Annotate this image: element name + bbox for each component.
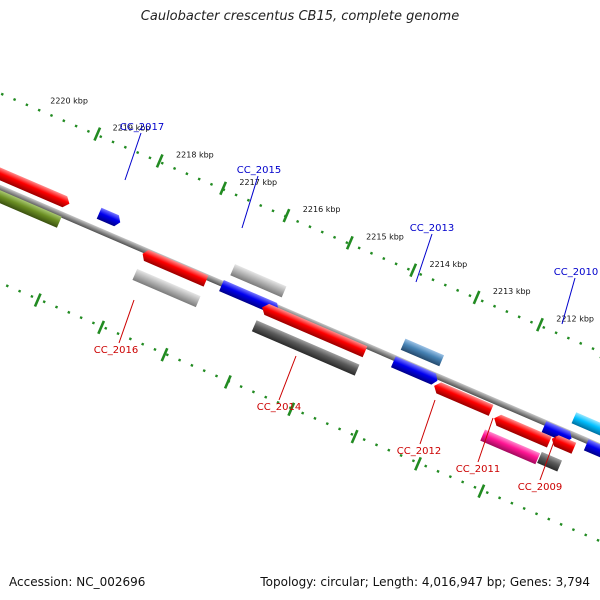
scale-label-2218: 2218 kbp xyxy=(176,151,214,160)
scale-label-2214: 2214 kbp xyxy=(430,260,468,269)
scale-dots-outer xyxy=(0,55,600,383)
gene-arrow-blue-5 xyxy=(583,439,600,460)
scale-dots-inner xyxy=(0,215,600,542)
scale-label-2212: 2212 kbp xyxy=(556,314,594,323)
gene-arrow-cc-2009 xyxy=(537,451,563,472)
scale-label-2213: 2213 kbp xyxy=(493,287,531,296)
accession-text: Accession: NC_002696 xyxy=(9,575,146,589)
gene-arrow-cc-2011 xyxy=(480,429,541,465)
gene-label-cc-2017: CC_2017 xyxy=(120,122,164,133)
gene-arrow-cc-2014 xyxy=(251,320,360,376)
gene-label-cc-2010: CC_2010 xyxy=(554,267,598,278)
gene-arrow-cc-2009-top xyxy=(551,435,577,454)
gene-arrow-cc-2013 xyxy=(400,338,445,367)
scale-label-2217: 2217 kbp xyxy=(239,178,277,187)
scale-ticks-inner xyxy=(33,293,486,499)
gene-label-cc-2012: CC_2012 xyxy=(397,446,441,457)
gene-arrow-blue-2 xyxy=(219,280,279,315)
gene-arrow-cc-2010 xyxy=(571,412,600,436)
gene-arrow-cc-2016 xyxy=(132,268,201,308)
scale-label-2220: 2220 kbp xyxy=(50,96,88,105)
gene-arrow-cc-2011-top xyxy=(494,414,552,448)
gene-label-cc-2013: CC_2013 xyxy=(410,223,454,234)
gene-label-cc-2009: CC_2009 xyxy=(518,482,562,493)
gene-arrow-cc-2012 xyxy=(434,382,494,416)
scale-ticks-outer xyxy=(93,127,600,359)
gene-arrow-cc-2014-top xyxy=(262,303,368,358)
genome-summary-text: Topology: circular; Length: 4,016,947 bp… xyxy=(260,575,590,589)
genome-backbone xyxy=(0,173,600,464)
callouts-forward xyxy=(124,132,576,325)
scale-label-2219: 2219 kbp xyxy=(113,123,151,132)
map-title: Caulobacter crescentus CB15, complete ge… xyxy=(140,9,460,24)
scale-label-2216: 2216 kbp xyxy=(303,205,341,214)
gene-arrow-blue-3 xyxy=(390,356,438,385)
gene-arrow-cc-2015 xyxy=(230,264,287,298)
gene-arrow-cc-2017 xyxy=(96,207,121,227)
callouts-reverse xyxy=(118,299,557,481)
gene-arrow-olive-left-edge xyxy=(0,185,62,228)
gene-label-cc-2011: CC_2011 xyxy=(456,464,500,475)
gene-label-cc-2015: CC_2015 xyxy=(237,165,281,176)
gene-label-cc-2016: CC_2016 xyxy=(94,345,138,356)
gene-arrow-red-left-edge xyxy=(0,166,70,208)
gene-arrow-blue-4 xyxy=(541,421,572,443)
scale-label-2215: 2215 kbp xyxy=(366,232,404,241)
gene-arrow-cc-2016-top xyxy=(142,249,209,287)
gene-label-cc-2014: CC_2014 xyxy=(257,402,301,413)
